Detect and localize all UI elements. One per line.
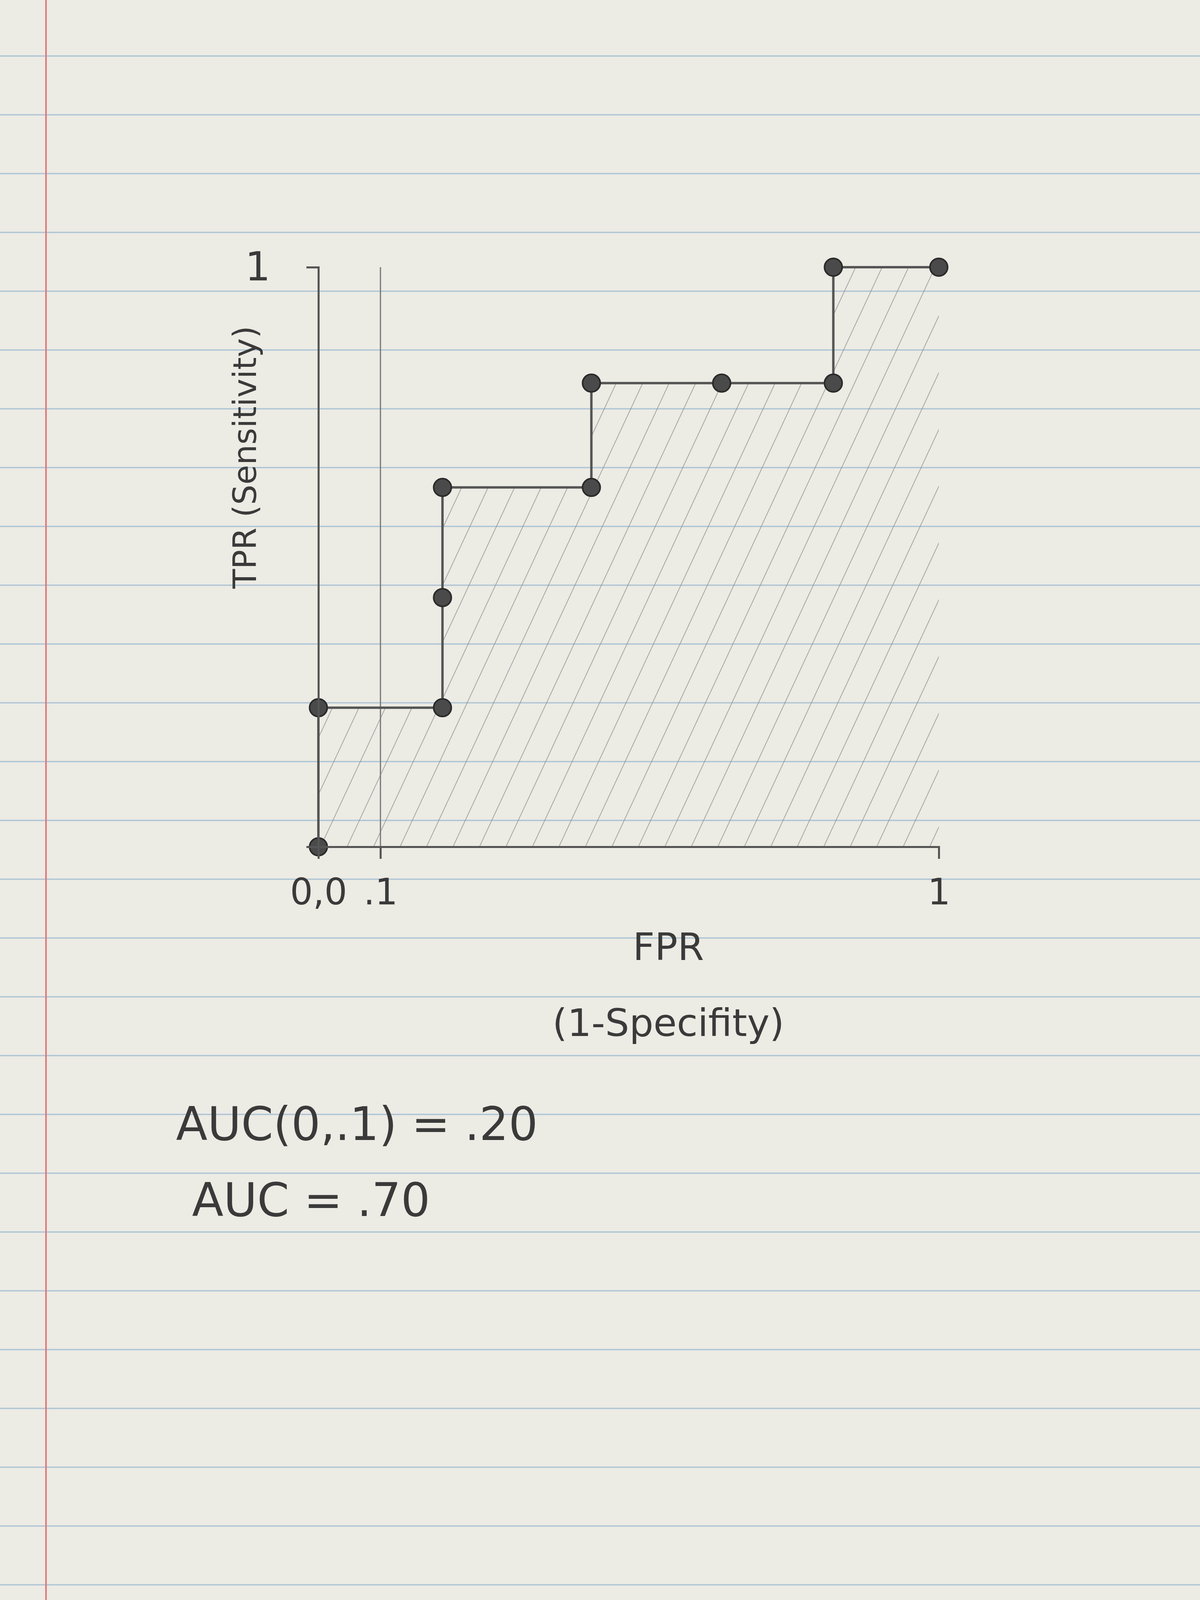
roc-point [824, 258, 842, 276]
paper-line [0, 1172, 1200, 1174]
paper-line [0, 290, 1200, 292]
x-tick-mark [938, 846, 940, 859]
annotation: AUC = .70 [192, 1173, 431, 1227]
paper-lines [0, 56, 1200, 1585]
roc-point [824, 374, 842, 392]
roc-point [930, 258, 948, 276]
paper-line [0, 937, 1200, 939]
paper-line [0, 55, 1200, 57]
paper-line [0, 878, 1200, 880]
x-tick-label: 0,0 [290, 870, 348, 913]
y-tick-mark [306, 266, 319, 269]
x-tick-label: 1 [927, 870, 951, 913]
x-axis: 0,0 .1 1 [290, 846, 951, 913]
x-axis-line [318, 847, 940, 860]
paper-line [0, 1231, 1200, 1233]
x-tick: 1 [927, 846, 951, 913]
paper-line [0, 1525, 1200, 1527]
roc-point [433, 698, 452, 717]
roc-point [433, 478, 452, 497]
paper-line [0, 1466, 1200, 1468]
x-tick: 0,0 [290, 846, 348, 913]
reference-line [380, 267, 382, 847]
paper-line [0, 1408, 1200, 1410]
x-tick: .1 [363, 846, 398, 913]
roc-point [712, 374, 731, 392]
roc-point [582, 478, 600, 497]
y-axis-line [306, 267, 319, 848]
margin-line [45, 0, 47, 1600]
paper-line [0, 1584, 1200, 1586]
plot-area [309, 258, 948, 856]
x-axis-title: (1-Specifity) [552, 1000, 785, 1045]
x-axis-title: FPR [632, 924, 704, 969]
y-axis-title: TPR (Sensitivity) [226, 325, 264, 589]
y-tick-label: 1 [244, 243, 271, 290]
paper-line [0, 349, 1200, 351]
paper [0, 0, 1200, 1600]
paper-line [0, 1055, 1200, 1057]
y-tick: 1 [244, 243, 319, 290]
page: 0,0 .1 1 1 FPR (1-Specifity) TPR (Sensitivity)… [0, 0, 1200, 1600]
paper-line [0, 1349, 1200, 1351]
annotation: AUC(0,.1) = .20 [176, 1097, 538, 1151]
roc-point [582, 374, 600, 392]
roc-point [433, 588, 452, 607]
paper-line [0, 114, 1200, 116]
paper-line [0, 1290, 1200, 1292]
x-tick-mark [317, 846, 320, 859]
paper-line [0, 232, 1200, 234]
x-tick-label: .1 [363, 870, 398, 913]
x-tick-mark [379, 846, 382, 859]
paper-line [0, 996, 1200, 998]
roc-line [318, 267, 939, 847]
roc-area [318, 267, 939, 847]
paper-line [0, 173, 1200, 175]
